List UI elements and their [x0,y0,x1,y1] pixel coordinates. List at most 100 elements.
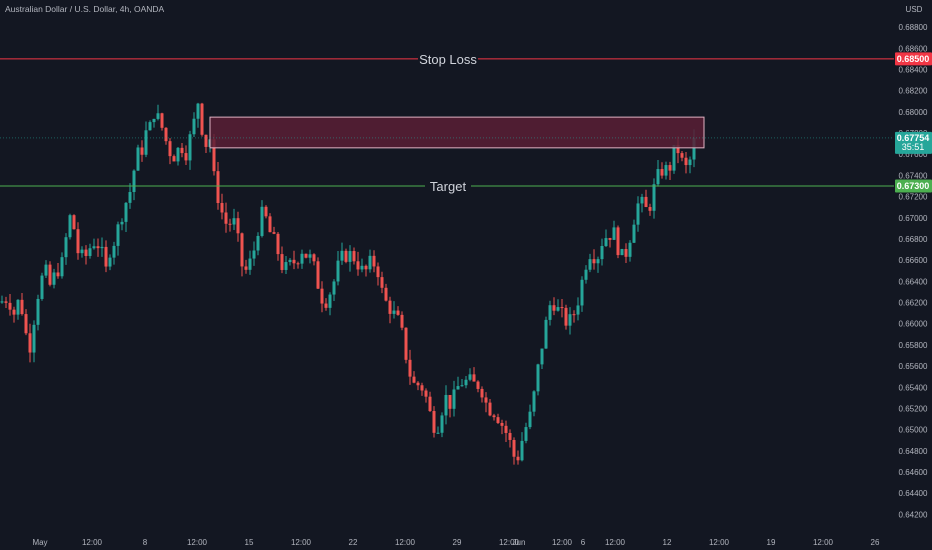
candle-body [56,272,60,277]
candle-body [36,298,40,325]
price-axis[interactable]: 0.688000.686000.684000.682000.680000.678… [899,23,928,519]
price-tick-label: 0.65400 [899,383,928,392]
candle-body [656,169,660,185]
candle-body [200,103,204,135]
candle-body [12,309,16,315]
price-tick-label: 0.67400 [899,171,928,180]
candle-body [420,385,424,391]
candle-body [624,249,628,257]
candle-body [576,305,580,315]
candle-body [428,396,432,412]
candle-body [352,251,356,262]
candle-body [480,388,484,398]
candle-body [448,394,452,409]
candle-body [380,277,384,288]
time-tick-label: 12 [663,538,672,547]
candle-body [536,364,540,392]
time-tick-label: 6 [581,538,586,547]
currency-label[interactable]: USD [906,5,923,14]
candle-body [532,391,536,412]
candle-body [372,255,376,267]
candle-body [500,422,504,426]
candle-body [48,264,52,285]
candle-body [560,307,564,309]
candle-body [684,157,688,166]
candle-body [16,299,20,315]
candle-body [148,122,152,131]
candle-body [376,266,380,278]
candle-body [508,432,512,440]
time-tick-label: 12:00 [82,538,103,547]
price-tick-label: 0.64800 [899,447,928,456]
candle-body [492,415,496,418]
candle-body [168,141,172,157]
price-tick-label: 0.65600 [899,362,928,371]
price-tick-label: 0.67200 [899,193,928,202]
time-tick-label: 19 [767,538,776,547]
candle-body [4,301,8,303]
candle-body [452,389,456,409]
candle-body [104,246,108,267]
price-tick-label: 0.64600 [899,468,928,477]
candle-body [564,307,568,326]
candle-body [396,310,400,315]
candle-body [80,249,84,254]
candle-body [504,425,508,433]
candle-body [268,216,272,233]
price-tick-label: 0.65000 [899,426,928,435]
candle-body [308,254,312,258]
candle-body [288,259,292,263]
candle-body [360,265,364,270]
candle-body [548,305,552,320]
stop-loss-label: Stop Loss [419,52,477,67]
candle-body [188,134,192,161]
candle-body [588,259,592,270]
time-tick-label: Jun [513,538,526,547]
candle-body [212,139,216,172]
candle-body [648,207,652,211]
target-label: Target [430,179,467,194]
time-tick-label: 12:00 [605,538,626,547]
candle-body [276,233,280,255]
candle-body [8,302,12,310]
candle-body [636,203,640,225]
candle-body [424,390,428,397]
candle-body [512,439,516,457]
time-tick-label: 8 [143,538,148,547]
candle-body [432,411,436,433]
candle-body [20,299,24,315]
candle-body [228,223,232,225]
candle-body [652,184,656,211]
price-tick-label: 0.68000 [899,108,928,117]
supply-zone-rectangle[interactable] [209,116,705,149]
price-tick-label: 0.66400 [899,277,928,286]
candle-countdown-text: 35:51 [902,142,925,152]
candle-body [40,275,44,299]
candle-body [116,224,120,246]
candle-body [64,237,68,258]
candle-body [224,212,228,224]
candle-body [348,251,352,262]
candle-body [240,233,244,267]
candle-body [544,319,548,349]
symbol-title[interactable]: Australian Dollar / U.S. Dollar, 4h, OAN… [5,4,165,14]
candle-body [612,227,616,240]
candle-body [436,432,440,434]
time-tick-label: 15 [245,538,254,547]
candle-body [248,258,252,270]
candle-body [96,246,100,249]
candle-body [192,118,196,135]
candle-body [120,221,124,225]
candle-body [320,288,324,304]
candle-body [484,397,488,403]
candle-body [280,254,284,270]
candle-body [632,224,636,243]
candle-body [476,381,480,389]
candle-body [108,257,112,267]
candle-body [132,170,136,193]
time-tick-label: 22 [349,538,358,547]
candle-body [92,246,96,249]
candle-body [404,327,408,360]
